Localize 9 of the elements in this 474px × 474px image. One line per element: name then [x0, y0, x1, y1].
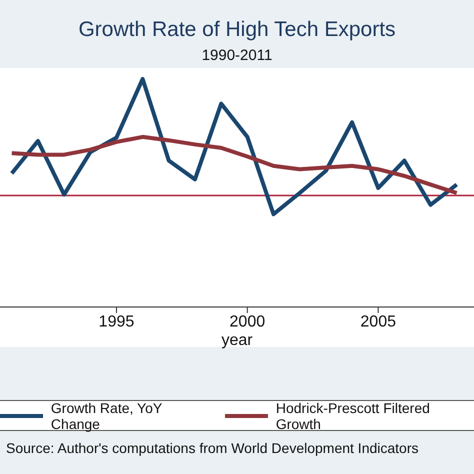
- x-axis-title: year: [221, 332, 254, 349]
- source-note: Source: Author's computations from World Development Indicators: [6, 440, 418, 456]
- chart-title: Growth Rate of High Tech Exports: [77, 18, 397, 42]
- legend-label: Hodrick-Prescott Filtered Growth: [276, 400, 431, 432]
- chart-subtitle: 1990-2011: [200, 47, 274, 64]
- x-tick-label: 2005: [360, 313, 396, 330]
- x-tick-label: 2000: [230, 313, 266, 330]
- x-tick-label: 1995: [98, 313, 134, 330]
- legend-label: Growth Rate, YoY Change: [50, 400, 163, 432]
